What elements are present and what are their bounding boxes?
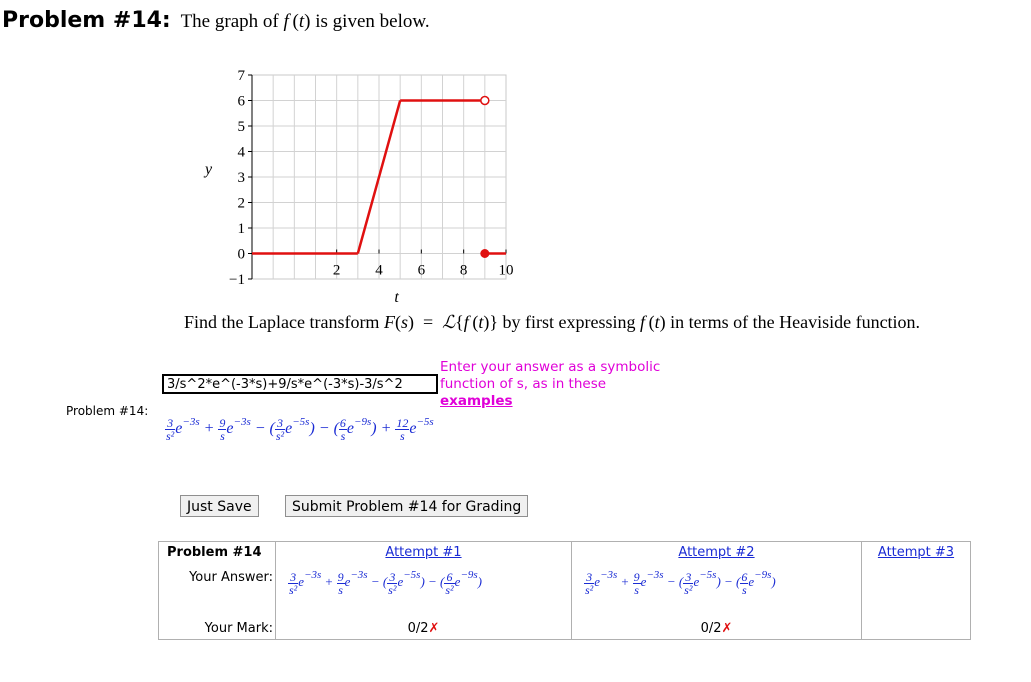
problem-prompt: The graph of f (t) is given below. — [175, 11, 430, 32]
attempts-table: Problem #14 Your Answer: Your Mark: Atte… — [158, 541, 971, 640]
y-tick-label: 7 — [238, 68, 246, 84]
y-tick-label: 5 — [238, 119, 246, 135]
answer-side-label: Problem #14: — [66, 404, 149, 418]
y-tick-label: 4 — [238, 145, 246, 161]
x-tick-label: 4 — [375, 263, 383, 279]
attempt-2-wrong-icon: ✗ — [721, 621, 733, 636]
x-tick-label: 8 — [460, 263, 468, 279]
examples-link[interactable]: examples — [440, 393, 513, 409]
attempts-row-header: Problem #14 — [167, 545, 262, 560]
y-tick-label: 0 — [238, 247, 246, 263]
attempt-2-mark: 0/2✗ — [572, 621, 861, 636]
attempt-3-link[interactable]: Attempt #3 — [877, 545, 955, 560]
attempt-1-mark: 0/2✗ — [276, 621, 571, 636]
answer-input[interactable] — [162, 374, 438, 394]
question-text: Find the Laplace transform F(s) = ℒ{f (t… — [184, 312, 921, 332]
closed-endpoint — [480, 249, 490, 258]
open-endpoint — [480, 95, 490, 106]
your-answer-label: Your Answer: — [189, 570, 273, 585]
attempt-2-column: Attempt #2 3 s² e−3s + 9 s e−3s − (3 s² e−5s) … — [571, 541, 862, 640]
y-axis-title: y — [203, 161, 213, 178]
x-tick-label: 10 — [499, 263, 514, 279]
attempt-2-score: 0/2 — [700, 621, 722, 636]
y-tick-label: 2 — [238, 196, 246, 212]
attempt-2-link[interactable]: Attempt #2 — [678, 545, 755, 560]
x-tick-label: 2 — [333, 263, 341, 279]
problem-label: Problem #14: — [2, 8, 171, 33]
submit-problem-button[interactable]: Submit Problem #14 for Grading — [285, 495, 529, 517]
hint-line-2: function of s, as in these — [440, 376, 607, 392]
y-tick-label: 3 — [238, 170, 246, 186]
x-tick-label: 6 — [418, 263, 426, 279]
attempt-2-answer: 3 s² e−3s + 9 s e−3s − (3 s² e−5s) − (6 s e−9s) — [584, 569, 776, 597]
answer-hint: Enter your answer as a symbolic function… — [440, 359, 660, 410]
y-tick-label: 1 — [238, 221, 246, 237]
hint-line-1: Enter your answer as a symbolic — [440, 359, 661, 375]
y-tick-label: −1 — [229, 272, 245, 288]
attempt-1-score: 0/2 — [407, 621, 429, 636]
function-segment — [356, 100, 402, 254]
attempt-1-wrong-icon: ✗ — [428, 621, 440, 636]
attempt-3-column: Attempt #3 — [861, 541, 971, 640]
attempt-1-answer: 3 s² e−3s + 9 s e−3s − (3 s² e−5s) − (6 s² e−9s) — [288, 569, 483, 597]
just-save-button[interactable]: Just Save — [180, 495, 259, 517]
y-tick-label: 6 — [238, 94, 246, 110]
attempt-1-link[interactable]: Attempt #1 — [385, 545, 462, 560]
attempt-1-column: Attempt #1 3 s² e−3s + 9 s e−3s − (3 s² e−5s) … — [275, 541, 572, 640]
x-axis-title: t — [394, 289, 399, 305]
answer-preview: 3 s² e−3s + 9 s e−3s − (3 s² e−5s) − (6 s e−9s) … — [165, 415, 434, 443]
your-mark-label: Your Mark: — [204, 621, 273, 636]
problem-heading: Problem #14: The graph of f (t) is given… — [2, 8, 430, 33]
attempts-label-column: Problem #14 Your Answer: Your Mark: — [158, 541, 276, 640]
